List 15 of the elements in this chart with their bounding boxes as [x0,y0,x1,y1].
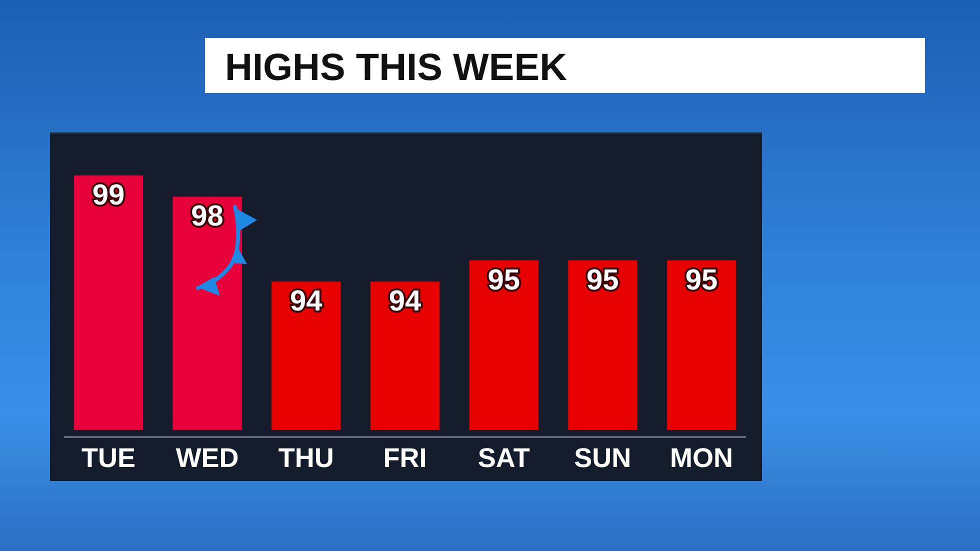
x-tick-label: TUE [81,443,136,473]
x-tick-label: SAT [478,443,530,473]
x-tick-label: SUN [574,443,632,473]
chart-title: HIGHS THIS WEEK [225,47,568,89]
x-tick-label: MON [670,443,734,473]
data-label: 98 [191,200,224,233]
x-tick-label: FRI [383,443,427,473]
data-label: 95 [586,264,619,296]
data-label: 94 [290,286,322,318]
data-label: 95 [488,264,520,296]
x-tick-label: THU [278,443,334,473]
data-label: 95 [685,264,718,296]
data-label: 94 [388,286,422,318]
data-label: 99 [92,179,125,212]
x-tick-label: WED [176,443,239,473]
